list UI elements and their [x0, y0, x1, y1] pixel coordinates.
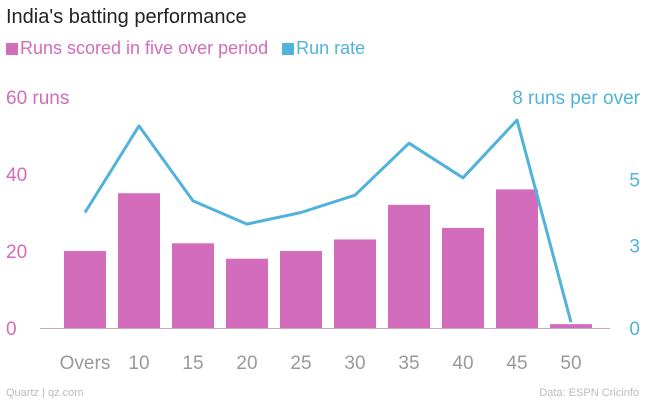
bar-20 [226, 258, 268, 328]
right-tick-label: 3 [629, 237, 640, 258]
left-tick-label: 60 runs [6, 88, 69, 109]
right-tick-label: 8 runs per over [512, 88, 640, 109]
left-tick-label: 20 [6, 242, 27, 263]
x-tick-label: 35 [398, 353, 419, 374]
x-tick-label: 40 [452, 353, 473, 374]
bar-15 [172, 243, 214, 328]
left-axis-ticks: 0 20 40 60 runs [6, 88, 69, 340]
right-tick-label: 5 [629, 170, 640, 191]
x-tick-label: Overs [60, 353, 111, 374]
legend-item-run-rate: Run rate [282, 38, 365, 59]
bar-50 [550, 324, 592, 328]
chart-title: India's batting performance [6, 6, 247, 28]
legend-label-run-rate: Run rate [296, 38, 366, 58]
bar-40 [442, 227, 484, 328]
legend-item-runs: Runs scored in five over period [6, 38, 268, 59]
x-tick-label: 20 [236, 353, 257, 374]
bar-10 [118, 193, 160, 328]
x-tick-label: 15 [182, 353, 203, 374]
legend-swatch-run-rate [282, 42, 295, 55]
x-axis-ticks: Overs 10 15 20 25 30 35 40 45 50 [60, 353, 582, 374]
bar-overs [64, 251, 106, 328]
left-tick-label: 40 [6, 165, 27, 186]
legend: Runs scored in five over period Run rate [6, 38, 379, 59]
run-rate-line [83, 118, 573, 323]
bar-45 [496, 189, 538, 328]
right-tick-label: 0 [629, 319, 640, 340]
x-tick-label: 10 [128, 353, 149, 374]
right-axis-ticks: 0 3 5 8 runs per over [512, 88, 640, 340]
legend-swatch-runs [6, 42, 18, 55]
source-credit: Quartz | qz.com [6, 387, 84, 399]
data-source: Data: ESPN Cricinfo [539, 387, 639, 399]
x-tick-label: 45 [506, 353, 527, 374]
bar-30 [334, 239, 376, 328]
x-tick-label: 30 [344, 353, 365, 374]
bar-series [64, 189, 592, 328]
x-tick-label: 25 [290, 353, 311, 374]
x-tick-label: 50 [560, 353, 581, 374]
left-tick-label: 0 [6, 319, 17, 340]
bar-35 [388, 204, 430, 328]
bar-25 [280, 251, 322, 328]
legend-label-runs: Runs scored in five over period [20, 38, 269, 58]
